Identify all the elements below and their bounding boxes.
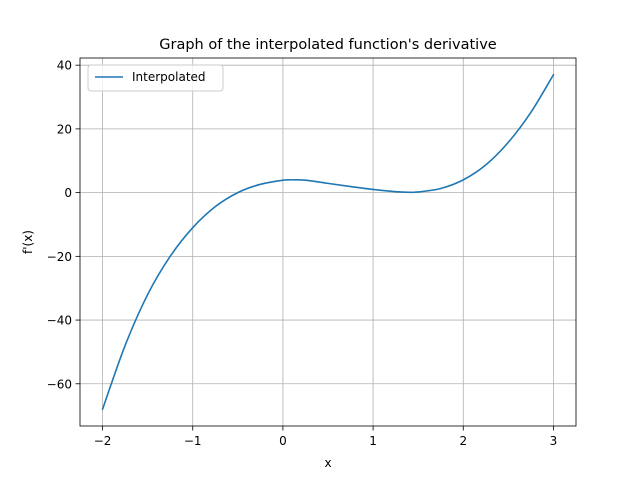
- x-axis-ticks: −2 −1 0 1 2 3: [94, 426, 558, 448]
- grid-lines: [80, 58, 576, 426]
- x-tick-label: 1: [369, 434, 377, 448]
- y-axis-ticks: −60 −40 −20 0 20 40: [47, 59, 80, 391]
- series-line-interpolated: [101, 73, 555, 411]
- y-tick-label: −20: [47, 250, 72, 264]
- x-axis-label: x: [324, 456, 331, 470]
- y-tick-label: −60: [47, 377, 72, 391]
- x-tick-label: −1: [184, 434, 202, 448]
- y-tick-label: −40: [47, 314, 72, 328]
- y-tick-label: 0: [64, 186, 72, 200]
- axes-frame: [79, 57, 577, 427]
- x-tick-label: 0: [279, 434, 287, 448]
- x-tick-label: −2: [94, 434, 112, 448]
- legend: Interpolated: [87, 64, 224, 92]
- y-tick-label: 40: [57, 59, 72, 73]
- x-tick-label: 2: [459, 434, 467, 448]
- plot-area: [101, 73, 555, 411]
- y-axis-label: f'(x): [21, 230, 35, 254]
- x-tick-label: 3: [550, 434, 558, 448]
- y-tick-label: 20: [57, 122, 72, 136]
- legend-label-interpolated: Interpolated: [132, 70, 206, 84]
- legend-box: [87, 64, 224, 92]
- chart-title: Graph of the interpolated function's der…: [159, 37, 497, 53]
